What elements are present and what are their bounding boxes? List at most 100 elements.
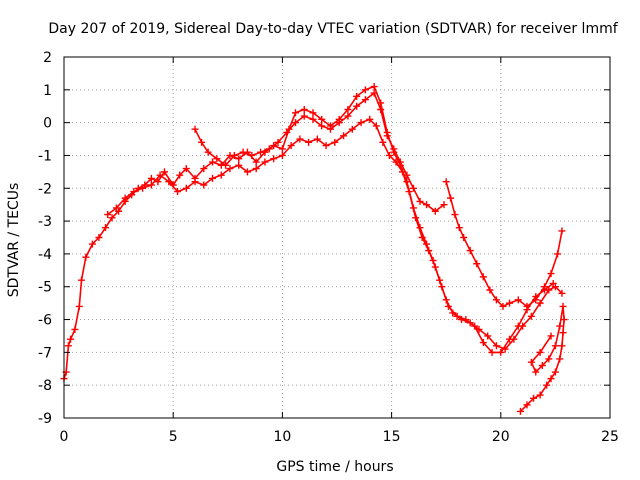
data-point: [209, 158, 217, 166]
data-point: [455, 224, 463, 232]
data-point: [366, 115, 374, 123]
data-point: [335, 119, 343, 127]
data-point: [176, 171, 184, 179]
data-point: [243, 168, 251, 176]
data-point: [165, 178, 173, 186]
data-point: [217, 171, 225, 179]
data-point: [248, 151, 256, 159]
y-axis-label: SDTVAR / TECUs: [6, 183, 22, 298]
data-point: [532, 296, 540, 304]
data-point: [156, 171, 164, 179]
data-point: [523, 302, 531, 310]
data-point: [451, 211, 459, 219]
data-point: [95, 234, 103, 241]
data-point: [130, 188, 138, 196]
data-point: [300, 112, 308, 120]
data-point: [88, 240, 96, 248]
data-point: [361, 96, 369, 104]
data-point: [239, 148, 247, 156]
data-point: [543, 381, 551, 389]
data-point: [431, 263, 439, 271]
data-point: [344, 112, 352, 120]
data-point: [462, 316, 470, 324]
chart-title: Day 207 of 2019, Sidereal Day-to-day VTE…: [48, 21, 618, 37]
data-point: [551, 368, 559, 376]
data-point: [67, 335, 75, 343]
data-point: [222, 161, 230, 169]
data-point: [300, 106, 308, 114]
data-point: [296, 135, 304, 143]
data-point: [492, 296, 500, 304]
x-tick-label: 5: [169, 429, 178, 445]
data-point: [479, 273, 487, 281]
data-point: [139, 184, 147, 192]
y-tick-label: -6: [38, 313, 52, 329]
data-point: [558, 342, 566, 350]
data-point: [440, 201, 448, 209]
data-point: [292, 119, 300, 127]
data-point: [182, 184, 190, 192]
data-point: [460, 234, 468, 241]
data-point: [361, 86, 369, 94]
data-point: [405, 188, 413, 196]
x-tick-label: 10: [273, 429, 291, 445]
data-point: [64, 342, 72, 350]
data-point: [174, 188, 182, 196]
y-tick-label: -2: [38, 181, 52, 197]
y-tick-label: -5: [38, 280, 52, 296]
data-point: [532, 368, 540, 376]
data-point: [182, 165, 190, 173]
data-point: [516, 407, 524, 415]
data-point: [344, 106, 352, 114]
series-line: [106, 118, 554, 354]
data-point: [506, 299, 514, 307]
data-point: [357, 119, 365, 127]
data-point: [438, 283, 446, 291]
data-point: [545, 355, 553, 363]
data-point: [198, 138, 206, 146]
x-tick-label: 0: [60, 429, 69, 445]
data-point: [547, 332, 555, 340]
data-point: [425, 247, 433, 255]
data-point: [486, 286, 494, 294]
data-point: [514, 322, 522, 330]
data-point: [536, 391, 544, 399]
data-point: [77, 276, 85, 284]
data-point: [322, 142, 330, 150]
data-point: [499, 302, 507, 310]
data-point: [326, 125, 334, 133]
data-point: [560, 316, 568, 324]
data-point: [383, 132, 391, 140]
data-point: [453, 312, 461, 320]
y-tick-label: -8: [38, 378, 52, 394]
data-point: [191, 125, 199, 133]
data-point: [396, 158, 404, 166]
data-point: [209, 174, 217, 182]
data-point: [530, 394, 538, 402]
y-tick-label: -1: [38, 148, 52, 164]
data-point: [309, 115, 317, 123]
x-axis-label: GPS time / hours: [276, 459, 393, 475]
data-point: [412, 214, 420, 222]
data-point: [559, 302, 567, 310]
data-point: [423, 201, 431, 209]
data-point: [377, 106, 385, 114]
axis-ticks: 0 5 10 15 20 25 -9 -8 -7 -6 -5 -4 -3 -2 -1 0 1 2: [38, 50, 619, 445]
data-point: [488, 348, 496, 356]
data-point: [558, 227, 566, 235]
data-point: [257, 148, 265, 156]
data-point: [309, 109, 317, 117]
data-point: [331, 138, 339, 146]
series-line: [519, 305, 565, 413]
data-point: [108, 214, 116, 222]
data-point: [497, 348, 505, 356]
data-point: [416, 197, 424, 205]
data-point: [348, 125, 356, 133]
y-tick-label: 0: [43, 116, 52, 132]
data-point: [473, 260, 481, 268]
data-point: [104, 211, 112, 219]
data-point: [313, 135, 321, 143]
data-point: [527, 312, 535, 320]
data-point: [340, 132, 348, 140]
series-track-a: [60, 83, 566, 383]
